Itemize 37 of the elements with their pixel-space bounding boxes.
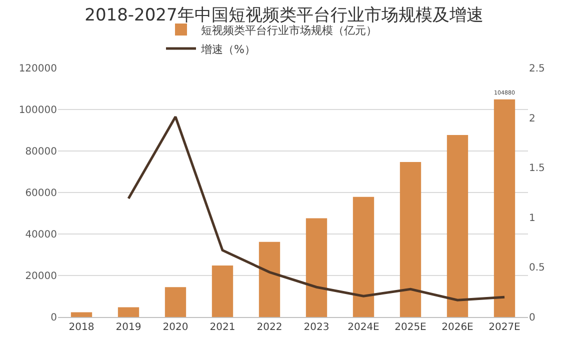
legend-label: 增速（%） xyxy=(200,42,256,56)
y2-tick-label: 1 xyxy=(529,212,536,224)
y-tick-label: 120000 xyxy=(18,64,57,74)
y-tick-label: 100000 xyxy=(18,105,57,116)
y2-tick-label: 2.5 xyxy=(529,64,545,74)
line-series xyxy=(127,116,506,302)
y-tick-label: 20000 xyxy=(25,271,57,282)
y-tick-label: 60000 xyxy=(25,188,57,199)
x-tick-label: 2024E xyxy=(348,322,380,333)
bar xyxy=(258,242,280,317)
y-tick-label: 80000 xyxy=(25,146,57,158)
y-tick-label: 0 xyxy=(50,312,57,324)
bar xyxy=(306,218,328,317)
y2-tick-label: 0.5 xyxy=(529,262,545,274)
chart-title: 2018-2027年中国短视频类平台行业市场规模及增速 xyxy=(84,6,484,26)
bar xyxy=(118,307,140,317)
x-tick-label: 2023 xyxy=(304,322,330,333)
bar xyxy=(400,162,422,317)
bar xyxy=(352,196,374,317)
bar xyxy=(494,99,516,317)
bar xyxy=(446,135,468,317)
x-tick-label: 2022 xyxy=(256,322,282,333)
x-tick-label: 2025E xyxy=(394,322,426,333)
x-tick-label: 2027E xyxy=(488,322,520,333)
y2-tick-label: 1.5 xyxy=(529,163,545,174)
x-tick-label: 2026E xyxy=(442,322,474,333)
bar xyxy=(164,287,186,317)
y2-tick-label: 0 xyxy=(529,312,536,324)
y2-tick-label: 2 xyxy=(529,113,536,124)
legend-label: 短视频类平台行业市场规模（亿元） xyxy=(201,24,377,37)
x-tick-label: 2021 xyxy=(210,322,236,333)
bar xyxy=(212,266,234,317)
y-tick-label: 40000 xyxy=(25,230,57,240)
bar xyxy=(70,312,92,317)
x-tick-label: 2020 xyxy=(162,322,188,333)
x-tick-label: 2019 xyxy=(116,322,142,333)
x-tick-label: 2018 xyxy=(68,322,94,333)
